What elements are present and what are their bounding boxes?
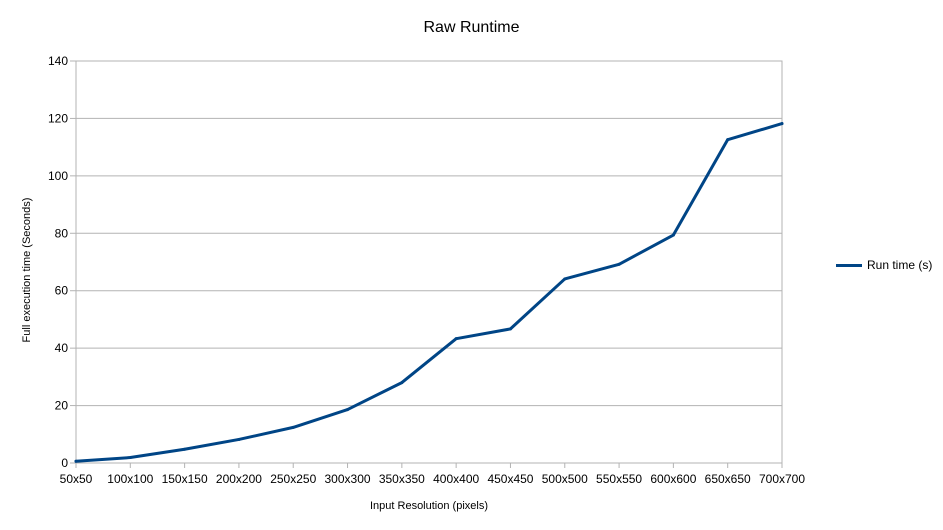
chart-title: Raw Runtime: [423, 19, 520, 36]
x-tick-label: 150x150: [162, 472, 208, 486]
legend-label: Run time (s): [867, 258, 933, 272]
x-tick-label: 100x100: [107, 472, 153, 486]
data-point: [617, 262, 621, 266]
x-tick-label: 200x200: [216, 472, 262, 486]
x-tick-label: 650x650: [705, 472, 751, 486]
data-point: [237, 437, 241, 441]
x-tick-label: 350x350: [379, 472, 425, 486]
y-tick-label: 140: [48, 54, 68, 68]
data-point: [128, 456, 132, 460]
plot-frame: [75, 60, 783, 464]
legend: Run time (s): [836, 258, 932, 272]
data-point: [726, 138, 730, 142]
data-point: [454, 337, 458, 341]
x-tick-label: 700x700: [759, 472, 805, 486]
y-tick-label: 0: [61, 456, 68, 470]
data-point: [563, 277, 567, 281]
y-axis-label: Full execution time (Seconds): [21, 197, 33, 343]
y-tick-label: 40: [55, 341, 69, 355]
x-tick-label: 50x50: [60, 472, 93, 486]
x-tick-label: 500x500: [542, 472, 588, 486]
data-point: [291, 425, 295, 429]
series-line: [74, 122, 784, 463]
data-point: [780, 122, 784, 126]
data-point: [400, 381, 404, 385]
y-tick-label: 80: [55, 226, 69, 240]
data-point: [508, 327, 512, 331]
data-point: [671, 233, 675, 237]
y-tick-label: 20: [55, 399, 69, 413]
y-tick-label: 120: [48, 111, 68, 125]
x-tick-label: 450x450: [487, 472, 533, 486]
x-tick-label: 400x400: [433, 472, 479, 486]
legend-swatch: [836, 263, 862, 267]
x-tick-label: 250x250: [270, 472, 316, 486]
x-tick-label: 550x550: [596, 472, 642, 486]
data-point: [74, 459, 78, 463]
data-point: [346, 408, 350, 412]
data-point: [183, 447, 187, 451]
x-tick-label: 300x300: [325, 472, 371, 486]
x-tick-label: 600x600: [650, 472, 696, 486]
x-axis-label: Input Resolution (pixels): [369, 500, 488, 512]
y-tick-label: 100: [48, 169, 68, 183]
y-tick-label: 60: [55, 284, 69, 298]
